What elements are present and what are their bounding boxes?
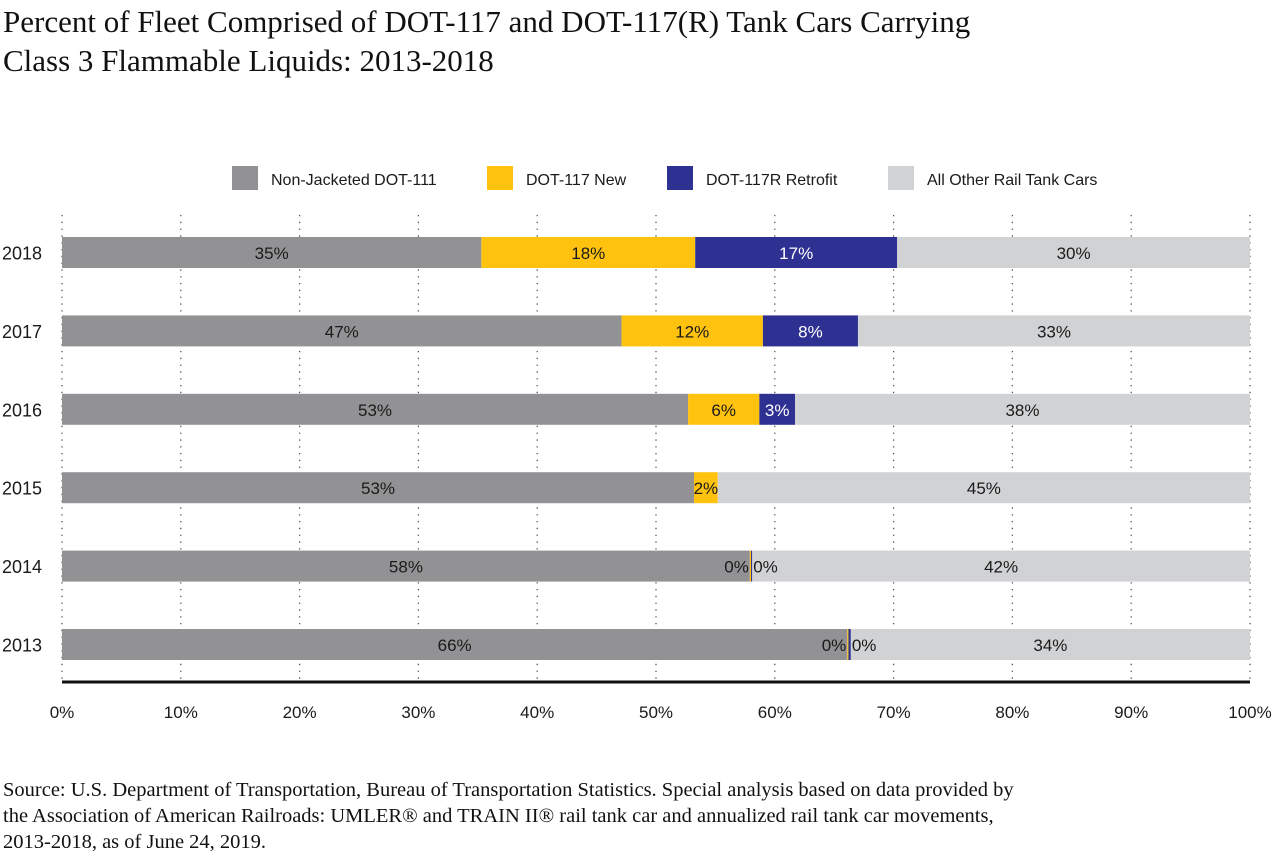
data-label-2018-non-jacketed-dot-111: 35% bbox=[255, 244, 289, 263]
y-label-2015: 2015 bbox=[2, 479, 42, 499]
data-label-2013-non-jacketed-dot-111: 66% bbox=[438, 636, 472, 655]
bar-2018-dot-117-new bbox=[481, 237, 696, 268]
x-tick-0: 0% bbox=[50, 703, 75, 722]
x-tick-40: 40% bbox=[520, 703, 554, 722]
source-line-3: 2013-2018, as of June 24, 2019. bbox=[3, 831, 267, 853]
bar-2017-dot-117-new bbox=[621, 315, 763, 347]
legend-label-dot-117r-retrofit: DOT-117R Retrofit bbox=[706, 172, 838, 189]
bar-2018-dot-117r-retrofit bbox=[695, 237, 898, 268]
bar-2014-non-jacketed-dot-111 bbox=[62, 550, 750, 582]
chart-title: Percent of Fleet Comprised of DOT-117 an… bbox=[3, 2, 1273, 80]
data-label-2015-dot-117-new: 2% bbox=[694, 479, 719, 498]
chart-legend: Non-Jacketed DOT-111 DOT-117 New DOT-117R … bbox=[232, 166, 1097, 190]
data-label-2015-non-jacketed-dot-111: 53% bbox=[361, 479, 395, 498]
bar-2015-all-other-rail-tank-cars bbox=[717, 472, 1250, 504]
bar-2016-all-other-rail-tank-cars bbox=[794, 393, 1250, 425]
data-label-2017-non-jacketed-dot-111: 47% bbox=[325, 322, 359, 341]
bar-2013-dot-117r-retrofit bbox=[848, 629, 851, 660]
x-tick-90: 90% bbox=[1114, 703, 1148, 722]
bar-2018-all-other-rail-tank-cars bbox=[897, 237, 1250, 268]
bar-2017-dot-117r-retrofit bbox=[762, 315, 858, 347]
y-label-2017: 2017 bbox=[2, 322, 42, 342]
data-label-2017-dot-117-new: 12% bbox=[675, 322, 709, 341]
data-label-2014-all-other-rail-tank-cars: 42% bbox=[984, 558, 1018, 577]
bar-2016-dot-117r-retrofit bbox=[759, 393, 795, 425]
x-tick-60: 60% bbox=[758, 703, 792, 722]
data-label-2018-dot-117r-retrofit: 17% bbox=[779, 244, 813, 263]
legend-swatch-dot-117r-retrofit bbox=[667, 166, 693, 190]
data-label-2016-all-other-rail-tank-cars: 38% bbox=[1005, 401, 1039, 420]
source-line-1: Source: U.S. Department of Transportatio… bbox=[3, 779, 1014, 801]
data-label-2013-dot-117r-retrofit: 0% bbox=[852, 636, 877, 655]
legend-swatch-dot-117-new bbox=[487, 166, 513, 190]
data-label-2017-dot-117r-retrofit: 8% bbox=[798, 322, 823, 341]
chart-title-line-1: Percent of Fleet Comprised of DOT-117 an… bbox=[3, 4, 971, 39]
bar-2015-non-jacketed-dot-111 bbox=[62, 472, 695, 504]
x-tick-100: 100% bbox=[1228, 703, 1271, 722]
data-label-2017-all-other-rail-tank-cars: 33% bbox=[1037, 322, 1071, 341]
data-label-2014-non-jacketed-dot-111: 58% bbox=[389, 558, 423, 577]
data-label-2014-dot-117r-retrofit: 0% bbox=[753, 558, 778, 577]
legend-label-non-jacketed-dot-111: Non-Jacketed DOT-111 bbox=[271, 172, 437, 189]
bar-2014-dot-117-new bbox=[749, 550, 752, 582]
stacked-bar-chart: Non-Jacketed DOT-111 DOT-117 New DOT-117R … bbox=[2, 166, 1272, 722]
x-tick-20: 20% bbox=[283, 703, 317, 722]
data-label-2015-all-other-rail-tank-cars: 45% bbox=[967, 479, 1001, 498]
bar-2016-dot-117-new bbox=[688, 393, 760, 425]
x-tick-80: 80% bbox=[995, 703, 1029, 722]
bar-series: 35% 18% 17% 30% 47% 12% 8% 33% 53% 6% 3% 38% 53% 2% 45… bbox=[62, 237, 1250, 660]
bar-2013-dot-117-new bbox=[847, 629, 849, 660]
source-line-2: the Association of American Railroads: U… bbox=[3, 805, 994, 827]
legend-swatch-all-other-rail-tank-cars bbox=[888, 166, 914, 190]
data-label-2014-dot-117-new: 0% bbox=[724, 558, 749, 577]
data-label-2016-dot-117r-retrofit: 3% bbox=[765, 401, 790, 420]
chart-title-line-2: Class 3 Flammable Liquids: 2013-2018 bbox=[3, 43, 494, 78]
data-label-2016-dot-117-new: 6% bbox=[711, 401, 736, 420]
x-tick-70: 70% bbox=[877, 703, 911, 722]
bar-2013-all-other-rail-tank-cars bbox=[850, 629, 1250, 660]
data-label-2018-dot-117-new: 18% bbox=[571, 244, 605, 263]
x-tick-50: 50% bbox=[639, 703, 673, 722]
bar-2015-dot-117-new bbox=[694, 472, 718, 504]
x-tick-10: 10% bbox=[164, 703, 198, 722]
bar-2014-all-other-rail-tank-cars bbox=[752, 550, 1250, 582]
data-label-2016-non-jacketed-dot-111: 53% bbox=[358, 401, 392, 420]
y-label-2013: 2013 bbox=[2, 636, 42, 656]
source-note: Source: U.S. Department of Transportatio… bbox=[3, 777, 1277, 855]
data-label-2013-all-other-rail-tank-cars: 34% bbox=[1033, 636, 1067, 655]
bar-2018-non-jacketed-dot-111 bbox=[62, 237, 482, 268]
data-label-2013-dot-117-new: 0% bbox=[822, 636, 847, 655]
bar-2016-non-jacketed-dot-111 bbox=[62, 393, 689, 425]
bar-2013-non-jacketed-dot-111 bbox=[62, 629, 848, 660]
data-label-2018-all-other-rail-tank-cars: 30% bbox=[1057, 244, 1091, 263]
bar-2017-all-other-rail-tank-cars bbox=[857, 315, 1250, 347]
x-axis-labels: 0% 10% 20% 30% 40% 50% 60% 70% 80% 90% 100% bbox=[50, 703, 1272, 722]
legend-swatch-non-jacketed-dot-111 bbox=[232, 166, 258, 190]
x-tick-30: 30% bbox=[401, 703, 435, 722]
legend-label-dot-117-new: DOT-117 New bbox=[526, 172, 627, 189]
y-label-2014: 2014 bbox=[2, 557, 42, 577]
gridlines bbox=[61, 215, 1251, 680]
y-axis-labels: 2018 2017 2016 2015 2014 2013 bbox=[2, 244, 42, 656]
y-label-2016: 2016 bbox=[2, 400, 42, 420]
bar-2014-dot-117r-retrofit bbox=[751, 550, 753, 582]
y-label-2018: 2018 bbox=[2, 244, 42, 264]
legend-label-all-other-rail-tank-cars: All Other Rail Tank Cars bbox=[927, 172, 1097, 189]
bar-2017-non-jacketed-dot-111 bbox=[62, 315, 622, 347]
